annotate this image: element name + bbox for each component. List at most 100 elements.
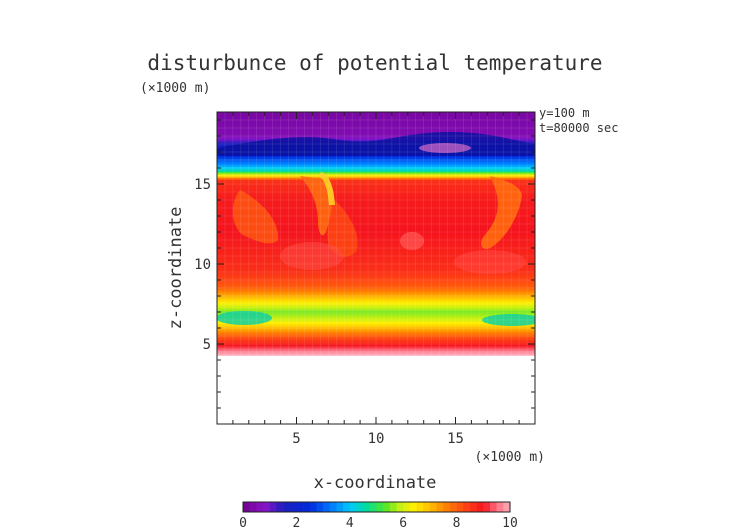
contour-band	[217, 134, 535, 137]
contour-band	[217, 188, 535, 191]
contour-band	[217, 340, 535, 343]
contour-band	[217, 248, 535, 251]
contour-band	[217, 297, 535, 300]
contour-band	[217, 212, 535, 215]
contour-band	[217, 299, 535, 302]
colorbar-swatch	[343, 502, 351, 512]
plume-right	[481, 176, 522, 250]
contour-band	[217, 315, 535, 318]
colorbar-swatch	[309, 502, 317, 512]
colorbar-swatch	[369, 502, 377, 512]
contour-band	[217, 283, 535, 286]
contour-band	[217, 120, 535, 123]
colorbar-tick-label: 6	[399, 516, 407, 531]
contour-band	[217, 156, 535, 159]
contour-band	[217, 353, 535, 356]
y-unit-label: (×1000 m)	[140, 81, 210, 96]
contour-band	[217, 264, 535, 267]
colorbar-swatch	[436, 502, 444, 512]
colorbar-swatch	[269, 502, 277, 512]
core-blob-2	[280, 242, 344, 270]
top-lens	[419, 143, 471, 153]
contour-band	[217, 168, 535, 171]
colorbar-frame	[242, 501, 511, 513]
colorbar-swatch	[396, 502, 404, 512]
contour-band	[217, 137, 535, 140]
contour-band	[217, 200, 535, 203]
colorbar-tick-label: 4	[346, 516, 354, 531]
contour-band	[217, 196, 535, 199]
contour-features	[217, 132, 535, 326]
contour-band	[217, 219, 535, 222]
contour-band	[217, 312, 535, 315]
colorbar-swatch	[289, 502, 297, 512]
colorbar-swatch	[423, 502, 431, 512]
x-tick-label: 5	[292, 431, 300, 447]
contour-band	[217, 323, 535, 326]
contour-band	[217, 352, 535, 355]
contour-band	[217, 126, 535, 129]
contour-band	[217, 192, 535, 195]
contour-band	[217, 332, 535, 335]
colorbar-swatch	[483, 502, 491, 512]
colorbar-swatch	[349, 502, 357, 512]
yellow-streak	[318, 172, 335, 205]
contour-band	[217, 288, 535, 291]
contour-band	[217, 198, 535, 201]
plume-center	[327, 200, 358, 257]
contour-band	[217, 268, 535, 271]
contour-band	[217, 300, 535, 303]
contour-band	[217, 254, 535, 257]
contour-band	[217, 336, 535, 339]
colorbar-swatch	[356, 502, 364, 512]
contour-band	[217, 251, 535, 254]
colorbar-tick-label: 10	[502, 516, 518, 531]
colorbar-swatch	[376, 502, 384, 512]
colorbar-swatch	[276, 502, 284, 512]
contour-band	[217, 158, 535, 161]
contour-band	[217, 334, 535, 337]
x-tick-label: 10	[368, 431, 385, 447]
contour-band	[217, 324, 535, 327]
contour-band	[217, 292, 535, 295]
contour-band	[217, 193, 535, 196]
colorbar-swatch	[476, 502, 484, 512]
contour-band	[217, 347, 535, 350]
contour-band	[217, 241, 535, 244]
y-tick-label: 5	[203, 337, 211, 353]
chart-title: disturbunce of potential temperature	[147, 51, 602, 75]
y-axis-label: z-coordinate	[166, 207, 186, 330]
colorbar-swatch	[243, 502, 250, 512]
contour-band	[217, 286, 535, 289]
annotation-y: y=100 m	[539, 106, 590, 120]
contour-band	[217, 160, 535, 163]
plume-center-left	[232, 190, 279, 244]
contour-band	[217, 236, 535, 239]
contour-band	[217, 163, 535, 166]
colorbar-tick-label: 8	[453, 516, 461, 531]
colorbar-swatch	[383, 502, 391, 512]
contour-band	[217, 313, 535, 316]
contour-band	[217, 246, 535, 249]
contour-band	[217, 118, 535, 121]
contour-band	[217, 344, 535, 347]
contour-band	[217, 273, 535, 276]
contour-band	[217, 228, 535, 231]
colorbar-swatch	[489, 502, 497, 512]
contour-band	[217, 166, 535, 169]
contour-band	[217, 185, 535, 188]
contour-band	[217, 227, 535, 230]
contour-band	[217, 304, 535, 307]
contour-band	[217, 265, 535, 268]
y-tick-label: 10	[194, 257, 211, 273]
contour-band	[217, 206, 535, 209]
contour-band	[217, 276, 535, 279]
core-blob-1	[400, 232, 424, 250]
contour-band	[217, 184, 535, 187]
contour-band	[217, 220, 535, 223]
y-axis-ticks: 5 10 15	[194, 119, 535, 409]
contour-band	[217, 174, 535, 177]
x-tick-label: 15	[447, 431, 464, 447]
colorbar-swatch	[409, 502, 417, 512]
